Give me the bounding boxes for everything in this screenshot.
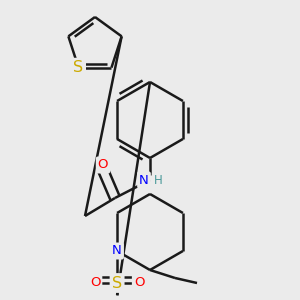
Text: O: O xyxy=(98,158,108,172)
Text: S: S xyxy=(112,275,122,290)
Text: N: N xyxy=(139,173,149,187)
Text: O: O xyxy=(134,277,144,290)
Text: N: N xyxy=(112,244,122,257)
Text: S: S xyxy=(74,60,84,75)
Text: H: H xyxy=(154,173,162,187)
Text: O: O xyxy=(90,277,100,290)
